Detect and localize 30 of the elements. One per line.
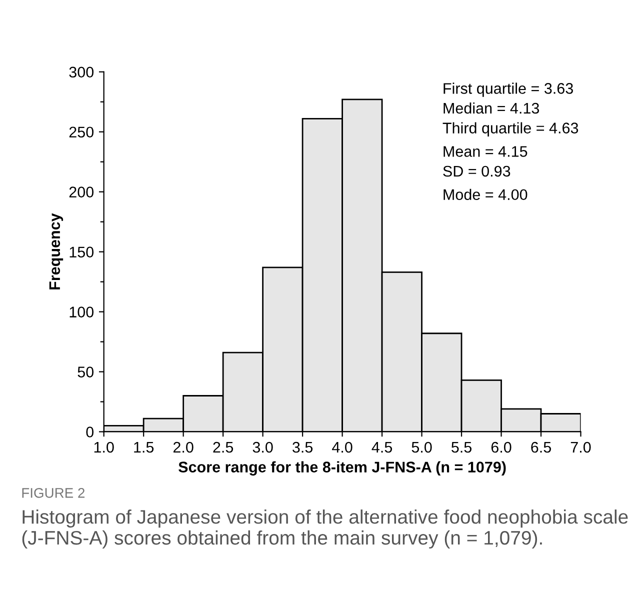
x-tick-label: 2.0 — [173, 442, 194, 453]
x-axis-title: Score range for the 8-item J-FNS-A (n = 1079) — [178, 461, 506, 476]
caption: FIGURE 2 — [22, 488, 85, 498]
y-tick-label: 100 — [70, 306, 94, 318]
x-tick-label: 2.5 — [213, 442, 234, 453]
y-tick-label: 300 — [69, 66, 94, 78]
x-tick-label: 6.0 — [491, 442, 512, 453]
x-tick-label: 1.5 — [134, 442, 154, 453]
annotation: Third quartile = 4.63 — [442, 122, 578, 136]
x-tick-label: 7.0 — [570, 442, 591, 453]
y-axis-title: Frequency — [49, 213, 64, 290]
y-tick-label: 50 — [78, 366, 94, 378]
x-tick-label: 4.5 — [372, 442, 392, 453]
x-tick-label: 1.0 — [94, 442, 114, 453]
y-tick-label: 200 — [69, 186, 94, 198]
annotation: First quartile = 3.63 — [444, 82, 573, 97]
x-tick-label: 5.0 — [412, 442, 432, 453]
y-tick-label: 150 — [70, 246, 94, 258]
annotation: Mean = 4.15 — [444, 146, 528, 157]
x-tick-label: 6.5 — [531, 442, 551, 453]
annotation: Median = 4.13 — [444, 102, 540, 114]
annotation: SD = 0.93 — [443, 166, 510, 177]
annotation: Mode = 4.00 — [444, 188, 528, 200]
x-tick-label: 4.0 — [332, 442, 352, 453]
x-tick-label: 3.5 — [292, 442, 313, 453]
y-tick-label: 250 — [69, 126, 94, 138]
y-tick-label: 0 — [86, 426, 94, 438]
x-tick-label: 3.0 — [252, 442, 273, 453]
x-tick-label: 5.5 — [452, 442, 472, 453]
text: Histogram of Japanese version of the alternative food neophobia scale (J-FNS-A) scores obtained from the main survey (n = 1,079). — [22, 509, 628, 549]
